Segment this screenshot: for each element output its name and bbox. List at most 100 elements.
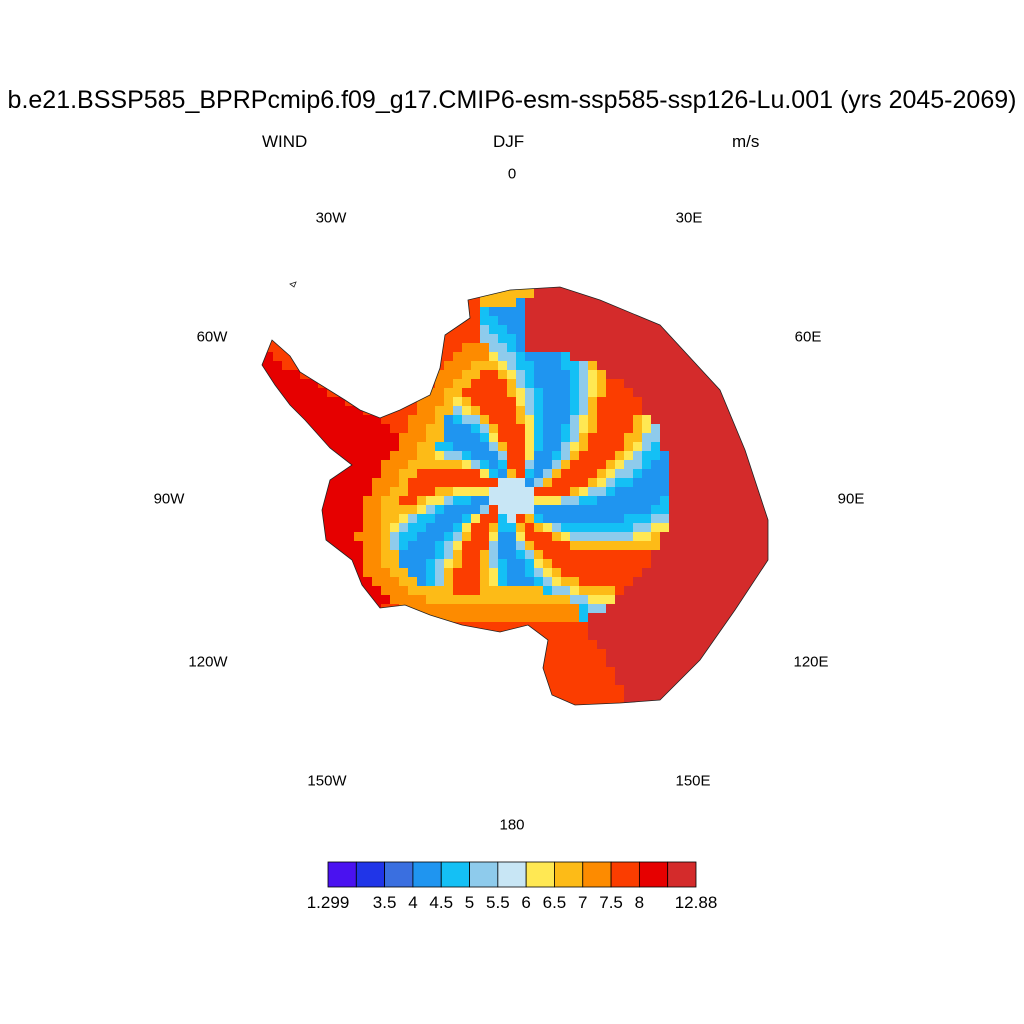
grid-cell <box>462 361 472 371</box>
grid-cell <box>345 352 355 362</box>
grid-cell <box>426 478 436 488</box>
grid-cell <box>750 334 760 344</box>
grid-cell <box>588 523 598 533</box>
grid-cell <box>264 334 274 344</box>
grid-cell <box>516 325 526 335</box>
grid-cell <box>372 289 382 299</box>
grid-cell <box>318 613 328 623</box>
island-outline <box>289 281 297 288</box>
grid-cell <box>336 352 346 362</box>
grid-cell <box>262 559 265 569</box>
grid-cell <box>696 287 706 290</box>
grid-cell <box>381 559 391 569</box>
grid-cell <box>498 307 508 317</box>
grid-cell <box>300 622 310 632</box>
grid-cell <box>552 487 562 497</box>
grid-cell <box>624 532 634 542</box>
grid-cell <box>705 496 715 506</box>
grid-cell <box>507 532 517 542</box>
grid-cell <box>480 352 490 362</box>
grid-cell <box>399 334 409 344</box>
grid-cell <box>750 424 760 434</box>
grid-cell <box>426 460 436 470</box>
grid-cell <box>759 532 768 542</box>
grid-cell <box>372 568 382 578</box>
grid-cell <box>327 478 337 488</box>
grid-cell <box>723 604 733 614</box>
grid-cell <box>318 370 328 380</box>
grid-cell <box>471 505 481 515</box>
grid-cell <box>525 568 535 578</box>
grid-cell <box>489 595 499 605</box>
grid-cell <box>759 694 768 704</box>
grid-cell <box>300 433 310 443</box>
grid-cell <box>660 388 670 398</box>
grid-cell <box>750 451 760 461</box>
grid-cell <box>543 415 553 425</box>
grid-cell <box>345 370 355 380</box>
grid-cell <box>732 703 742 705</box>
grid-cell <box>336 586 346 596</box>
grid-cell <box>471 406 481 416</box>
grid-cell <box>471 451 481 461</box>
grid-cell <box>669 676 679 686</box>
grid-cell <box>561 559 571 569</box>
grid-cell <box>615 370 625 380</box>
grid-cell <box>262 694 265 704</box>
grid-cell <box>732 352 742 362</box>
grid-cell <box>552 559 562 569</box>
grid-cell <box>336 388 346 398</box>
grid-cell <box>660 298 670 308</box>
grid-cell <box>705 631 715 641</box>
grid-cell <box>723 550 733 560</box>
grid-cell <box>264 460 274 470</box>
grid-cell <box>741 406 751 416</box>
grid-cell <box>561 397 571 407</box>
grid-cell <box>262 460 265 470</box>
grid-cell <box>588 397 598 407</box>
grid-cell <box>588 595 598 605</box>
grid-cell <box>543 469 553 479</box>
grid-cell <box>606 478 616 488</box>
grid-cell <box>525 460 535 470</box>
grid-cell <box>354 622 364 632</box>
grid-cell <box>264 451 274 461</box>
grid-cell <box>741 559 751 569</box>
grid-cell <box>561 541 571 551</box>
grid-cell <box>291 631 301 641</box>
grid-cell <box>687 703 697 705</box>
grid-cell <box>318 694 328 704</box>
grid-cell <box>759 640 768 650</box>
grid-cell <box>462 667 472 677</box>
grid-cell <box>462 694 472 704</box>
grid-cell <box>498 667 508 677</box>
colorbar-tick-label: 5.5 <box>486 893 510 912</box>
grid-cell <box>642 487 652 497</box>
grid-cell <box>354 595 364 605</box>
grid-cell <box>291 370 301 380</box>
grid-cell <box>444 343 454 353</box>
grid-cell <box>309 361 319 371</box>
grid-cell <box>264 559 274 569</box>
grid-cell <box>642 352 652 362</box>
grid-cell <box>345 487 355 497</box>
grid-cell <box>498 451 508 461</box>
grid-cell <box>480 514 490 524</box>
grid-cell <box>669 694 679 704</box>
grid-cell <box>273 496 283 506</box>
grid-cell <box>435 703 445 705</box>
grid-cell <box>696 334 706 344</box>
grid-cell <box>588 649 598 659</box>
grid-cell <box>480 613 490 623</box>
grid-cell <box>453 424 463 434</box>
grid-cell <box>606 397 616 407</box>
grid-cell <box>534 334 544 344</box>
grid-cell <box>723 523 733 533</box>
grid-cell <box>633 352 643 362</box>
grid-cell <box>399 622 409 632</box>
grid-cell <box>273 460 283 470</box>
grid-cell <box>489 460 499 470</box>
grid-cell <box>651 586 661 596</box>
grid-cell <box>732 487 742 497</box>
grid-cell <box>498 316 508 326</box>
